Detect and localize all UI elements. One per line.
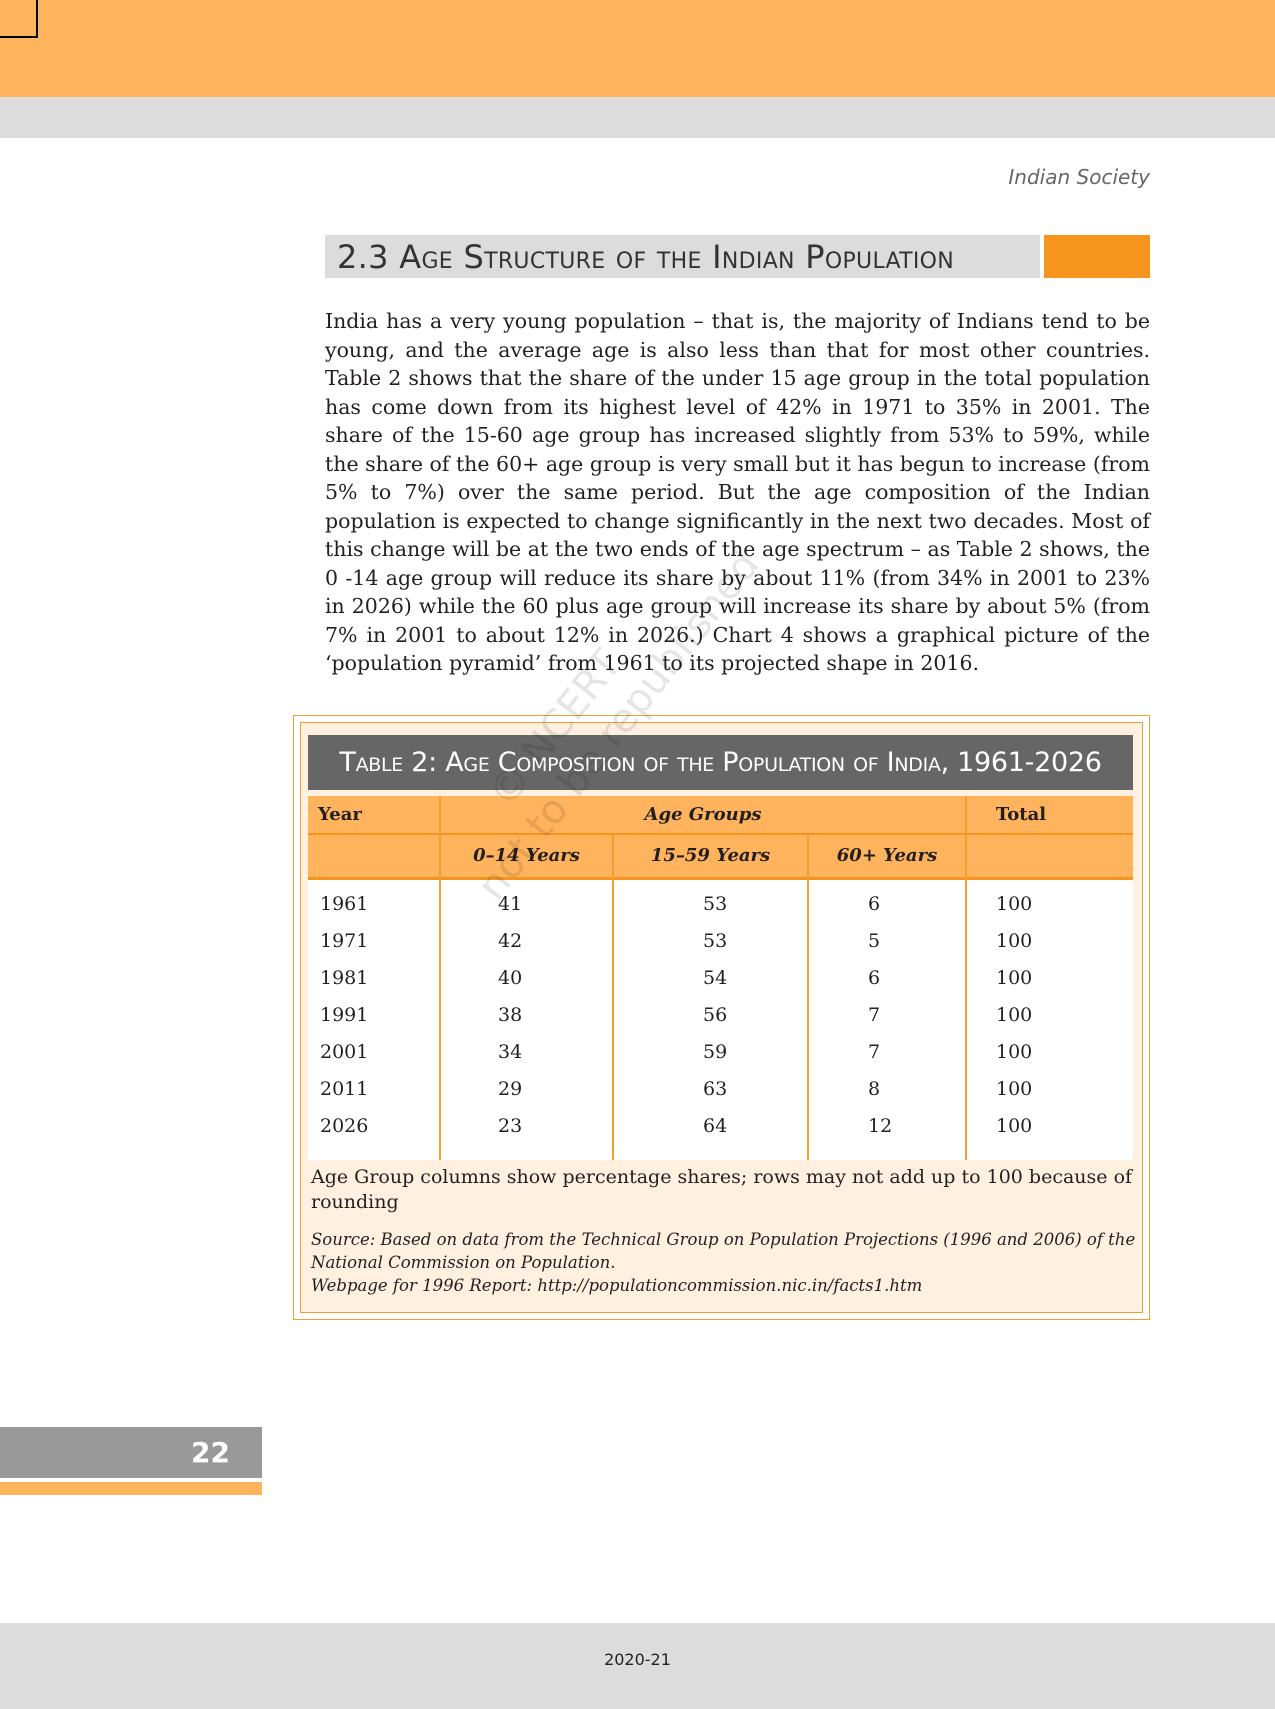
- cell-60plus: 8: [868, 1078, 881, 1100]
- cell-15-59: 63: [703, 1078, 728, 1100]
- cell-60plus: 7: [868, 1041, 881, 1063]
- heading-accent-block: [1044, 235, 1150, 278]
- crop-mark-top: [0, 0, 38, 38]
- page-number-stripe: [0, 1482, 262, 1495]
- header-year: Year: [318, 804, 362, 825]
- cell-year: 1991: [320, 1004, 369, 1026]
- footer-band: [0, 1623, 1275, 1709]
- table-row: 1991 38 56 7 100: [308, 997, 1133, 1034]
- section-heading: 2.3 Age Structure of the Indian Populati…: [325, 235, 1040, 278]
- table-row: 2001 34 59 7 100: [308, 1034, 1133, 1071]
- cell-0-14: 42: [498, 930, 523, 952]
- table-row: 1961 41 53 6 100: [308, 886, 1133, 923]
- cell-0-14: 23: [498, 1115, 523, 1137]
- table-title: Table 2: Age Composition of the Populati…: [308, 735, 1133, 790]
- cell-15-59: 54: [703, 967, 728, 989]
- cell-0-14: 41: [498, 893, 523, 915]
- cell-15-59: 53: [703, 930, 728, 952]
- cell-year: 1981: [320, 967, 369, 989]
- cell-0-14: 40: [498, 967, 523, 989]
- cell-year: 2026: [320, 1115, 369, 1137]
- cell-15-59: 59: [703, 1041, 728, 1063]
- cell-total: 100: [996, 1041, 1033, 1063]
- column-divider: [439, 796, 441, 1160]
- source-text: Source: Based on data from the Technical…: [311, 1230, 1136, 1272]
- cell-15-59: 56: [703, 1004, 728, 1026]
- table-row: 1971 42 53 5 100: [308, 923, 1133, 960]
- header-row-2: 0–14 Years 15–59 Years 60+ Years: [308, 835, 1133, 877]
- header-total: Total: [995, 804, 1047, 825]
- cell-60plus: 6: [868, 893, 881, 915]
- cell-total: 100: [996, 967, 1033, 989]
- cell-total: 100: [996, 1115, 1033, 1137]
- column-divider: [807, 835, 809, 1160]
- source-webpage: Webpage for 1996 Report: http://populati…: [311, 1276, 923, 1295]
- cell-60plus: 5: [868, 930, 881, 952]
- cell-15-59: 64: [703, 1115, 728, 1137]
- body-paragraph: India has a very young population – that…: [325, 309, 1150, 675]
- page-number: 22: [0, 1427, 262, 1478]
- header-bottom-rule: [308, 877, 1133, 880]
- table-box-outer: [293, 715, 1150, 1320]
- column-divider: [612, 835, 614, 1160]
- cell-year: 2001: [320, 1041, 369, 1063]
- table-body: [308, 880, 1133, 1160]
- edition-year: 2020-21: [604, 1650, 671, 1669]
- header-15-59: 15–59 Years: [650, 845, 771, 866]
- column-divider: [965, 796, 967, 1160]
- header-row-1: Year Age Groups Total: [308, 796, 1133, 833]
- cell-0-14: 38: [498, 1004, 523, 1026]
- cell-year: 1971: [320, 930, 369, 952]
- cell-year: 2011: [320, 1078, 369, 1100]
- table-note: Age Group columns show percentage shares…: [311, 1166, 1133, 1213]
- cell-0-14: 34: [498, 1041, 523, 1063]
- cell-total: 100: [996, 1004, 1033, 1026]
- cell-15-59: 53: [703, 893, 728, 915]
- cell-total: 100: [996, 930, 1033, 952]
- header-60plus: 60+ Years: [836, 845, 938, 866]
- table-source: Source: Based on data from the Technical…: [311, 1228, 1141, 1297]
- table-row: 2026 23 64 12 100: [308, 1108, 1133, 1145]
- top-banner: [0, 0, 1275, 97]
- cell-60plus: 6: [868, 967, 881, 989]
- cell-year: 1961: [320, 893, 369, 915]
- header-0-14: 0–14 Years: [473, 845, 580, 866]
- top-grey-band: [0, 97, 1275, 138]
- cell-0-14: 29: [498, 1078, 523, 1100]
- cell-60plus: 12: [868, 1115, 893, 1137]
- cell-total: 100: [996, 1078, 1033, 1100]
- header-divider: [308, 833, 1133, 835]
- cell-60plus: 7: [868, 1004, 881, 1026]
- table-row: 2011 29 63 8 100: [308, 1071, 1133, 1108]
- header-age-groups: Age Groups: [644, 804, 762, 825]
- cell-total: 100: [996, 893, 1033, 915]
- table-row: 1981 40 54 6 100: [308, 960, 1133, 997]
- running-title: Indian Society: [1008, 165, 1150, 189]
